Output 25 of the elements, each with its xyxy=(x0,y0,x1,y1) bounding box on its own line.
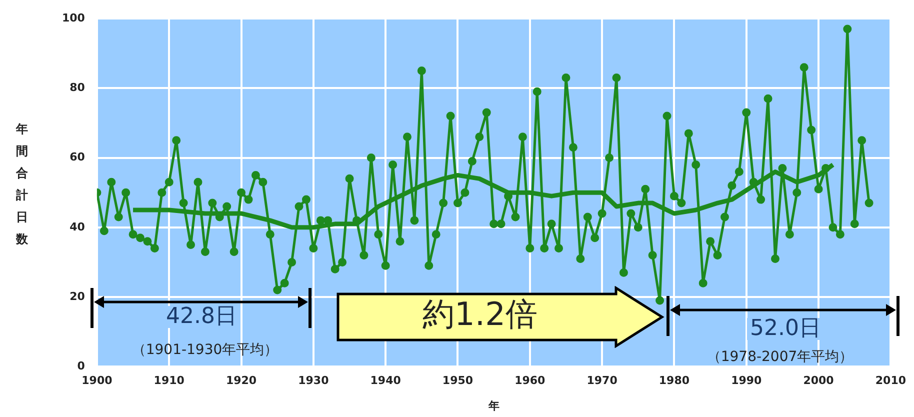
annotation: （1901-1930年平均） xyxy=(130,342,280,358)
y-tick-label: 100 xyxy=(62,11,86,24)
x-tick-label: 1910 xyxy=(154,374,185,388)
x-tick-label: 2000 xyxy=(803,374,834,388)
annotation: 約1.2倍 xyxy=(422,295,538,333)
x-tick-label: 1940 xyxy=(370,374,402,388)
x-tick-label: 2010 xyxy=(875,374,906,388)
annotation: 42.8日 xyxy=(163,304,240,329)
y-axis-title: 年間合計日数 xyxy=(16,121,29,248)
annotation: 52.0日 xyxy=(747,316,824,341)
x-tick-label: 1950 xyxy=(442,374,474,388)
x-tick-label: 1930 xyxy=(298,374,330,388)
y-tick-label: 60 xyxy=(70,150,86,164)
x-tick-label: 1960 xyxy=(514,374,546,388)
x-tick-label: 1990 xyxy=(731,374,762,388)
x-tick-label: 1920 xyxy=(226,374,257,388)
x-axis-title: 年 xyxy=(487,399,500,412)
annotation: （1978-2007年平均） xyxy=(706,349,854,365)
x-tick-label: 1970 xyxy=(586,374,618,388)
x-tick-label: 1980 xyxy=(658,374,690,388)
y-tick-label: 80 xyxy=(70,81,86,94)
x-tick-label: 1900 xyxy=(82,374,113,388)
y-tick-label: 0 xyxy=(77,359,86,372)
y-tick-label: 40 xyxy=(70,220,86,234)
y-tick-label: 20 xyxy=(70,290,86,303)
